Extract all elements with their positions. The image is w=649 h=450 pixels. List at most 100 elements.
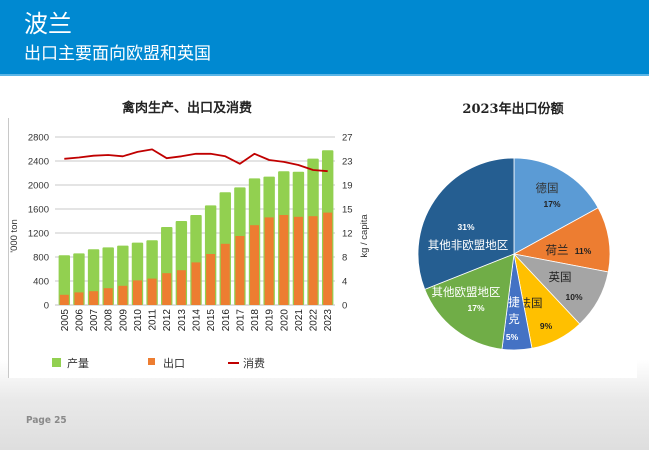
x-tick-label: 2012 bbox=[162, 309, 173, 332]
legend-item: 产量 bbox=[52, 356, 89, 370]
x-tick-label: 2017 bbox=[235, 309, 246, 332]
bar-chart-y-axis-ticks: 0 400 800 1200 1600 2000 2400 2800 bbox=[28, 133, 49, 312]
pie-slice-percent: 31% bbox=[457, 222, 474, 232]
x-tick-label: 2018 bbox=[250, 309, 261, 332]
y2-tick-label: 19 bbox=[342, 181, 353, 192]
bar-chart-title: 禽肉生产、出口及消费 bbox=[121, 100, 252, 116]
x-tick-label: 2019 bbox=[265, 309, 276, 332]
y-tick-label: 800 bbox=[33, 253, 49, 264]
legend-item: 消费 bbox=[228, 356, 265, 370]
pie-slice-label: 德国 bbox=[536, 181, 559, 195]
export-bar bbox=[250, 225, 260, 305]
y-tick-label: 1200 bbox=[28, 229, 49, 240]
export-bar bbox=[220, 243, 230, 305]
legend-swatch bbox=[52, 358, 61, 367]
y2-tick-label: 0 bbox=[342, 301, 347, 312]
pie-slice-label: 荷兰 bbox=[546, 244, 569, 257]
export-bar bbox=[235, 236, 245, 305]
export-bar bbox=[279, 215, 289, 305]
pie-slice-label: 其他欧盟地区 bbox=[432, 286, 501, 299]
slide-header: 波兰 出口主要面向欧盟和英国 bbox=[0, 0, 649, 76]
x-tick-label: 2014 bbox=[192, 309, 203, 332]
pie-slice-label: 克 bbox=[508, 313, 520, 326]
legend-swatch bbox=[148, 358, 155, 365]
export-bar bbox=[308, 216, 318, 305]
export-share-pie-chart: 德国 17% 荷兰 11% 英国 10% 法国 9% 捷克 5% 其他欧盟地区 17% 其他非欧盟地区 3… bbox=[417, 157, 611, 351]
export-bar bbox=[264, 217, 274, 305]
x-tick-label: 2015 bbox=[206, 309, 217, 332]
legend-item: 出口 bbox=[148, 356, 185, 370]
x-tick-label: 2005 bbox=[60, 309, 71, 332]
bar-chart-bars bbox=[58, 150, 334, 305]
export-bar bbox=[59, 294, 69, 305]
x-tick-label: 2010 bbox=[133, 309, 144, 332]
pie-slice-group: 德国 17% bbox=[513, 157, 599, 255]
pie-slice-label: 法国 bbox=[520, 296, 543, 310]
bar-chart-consumption-line bbox=[64, 148, 328, 173]
y-tick-label: 2800 bbox=[28, 133, 49, 144]
pie-slice-percent: 10% bbox=[565, 292, 582, 302]
export-bar bbox=[162, 273, 172, 305]
export-bar bbox=[176, 270, 186, 305]
production-bar bbox=[87, 249, 100, 305]
x-tick-label: 2020 bbox=[279, 309, 290, 332]
pie-slice-label: 英国 bbox=[549, 270, 572, 284]
consumption-line bbox=[64, 148, 328, 173]
x-tick-label: 2016 bbox=[221, 309, 232, 332]
export-bar bbox=[89, 291, 99, 305]
pie-slice-percent: 11% bbox=[575, 246, 592, 256]
page-number: Page 25 bbox=[26, 415, 67, 426]
legend-label: 产量 bbox=[67, 356, 89, 370]
pie-slice-label: 其他非欧盟地区 bbox=[428, 239, 509, 252]
y2-tick-label: 8 bbox=[342, 253, 347, 264]
export-bar bbox=[206, 254, 216, 305]
pie-slice-group: 其他非欧盟地区 31% bbox=[417, 157, 515, 290]
export-bar bbox=[74, 292, 84, 305]
y-tick-label: 0 bbox=[44, 301, 49, 312]
y2-axis-title: kg / capita bbox=[359, 214, 370, 258]
pie-slice-percent: 17% bbox=[467, 303, 484, 313]
x-tick-label: 2006 bbox=[74, 309, 85, 332]
x-tick-label: 2022 bbox=[309, 309, 320, 332]
y2-tick-label: 27 bbox=[342, 133, 353, 144]
pie-slice-percent: 9% bbox=[540, 321, 553, 331]
pie-slice-percent: 17% bbox=[543, 199, 560, 209]
export-bar bbox=[103, 288, 113, 305]
export-bar bbox=[191, 262, 201, 305]
pie-slice bbox=[424, 253, 515, 350]
bar-chart-x-axis-ticks: 2005 2006 2007 2008 2009 2010 2011 2012 2013 2014… bbox=[60, 309, 334, 332]
y-tick-label: 1600 bbox=[28, 205, 49, 216]
pie-slice bbox=[513, 157, 599, 255]
y-tick-label: 2000 bbox=[28, 181, 49, 192]
bar-chart-y2-axis-ticks: 0 4 8 12 15 19 23 27 bbox=[342, 133, 353, 312]
y2-tick-label: 23 bbox=[342, 157, 353, 168]
export-bar bbox=[323, 212, 333, 305]
x-tick-label: 2007 bbox=[89, 309, 100, 332]
legend-label: 消费 bbox=[243, 356, 265, 370]
bar-chart-legend: 产量 出口 消费 bbox=[52, 356, 265, 370]
x-tick-label: 2009 bbox=[118, 309, 129, 332]
panel-divider bbox=[8, 118, 9, 378]
y-tick-label: 2400 bbox=[28, 157, 49, 168]
pie-slice bbox=[512, 207, 611, 273]
pie-slice bbox=[417, 157, 515, 290]
slide-subtitle: 出口主要面向欧盟和英国 bbox=[24, 44, 211, 64]
pie-slice-percent: 5% bbox=[506, 332, 519, 342]
y-tick-label: 400 bbox=[33, 277, 49, 288]
production-bar bbox=[73, 253, 85, 305]
x-tick-label: 2023 bbox=[323, 309, 334, 332]
slide-title: 波兰 bbox=[24, 10, 72, 38]
y2-tick-label: 12 bbox=[342, 229, 353, 240]
pie-chart-title: 2023年出口份额 bbox=[462, 101, 563, 117]
production-bar bbox=[58, 255, 71, 305]
x-tick-label: 2011 bbox=[148, 309, 159, 331]
pie-slice-group: 其他欧盟地区 17% bbox=[424, 253, 515, 350]
legend-label: 出口 bbox=[163, 356, 185, 370]
y2-tick-label: 15 bbox=[342, 205, 353, 216]
y2-tick-label: 4 bbox=[342, 277, 347, 288]
export-bar bbox=[118, 285, 128, 305]
x-tick-label: 2008 bbox=[104, 309, 115, 332]
x-tick-label: 2021 bbox=[294, 309, 305, 332]
export-bar bbox=[132, 280, 142, 305]
